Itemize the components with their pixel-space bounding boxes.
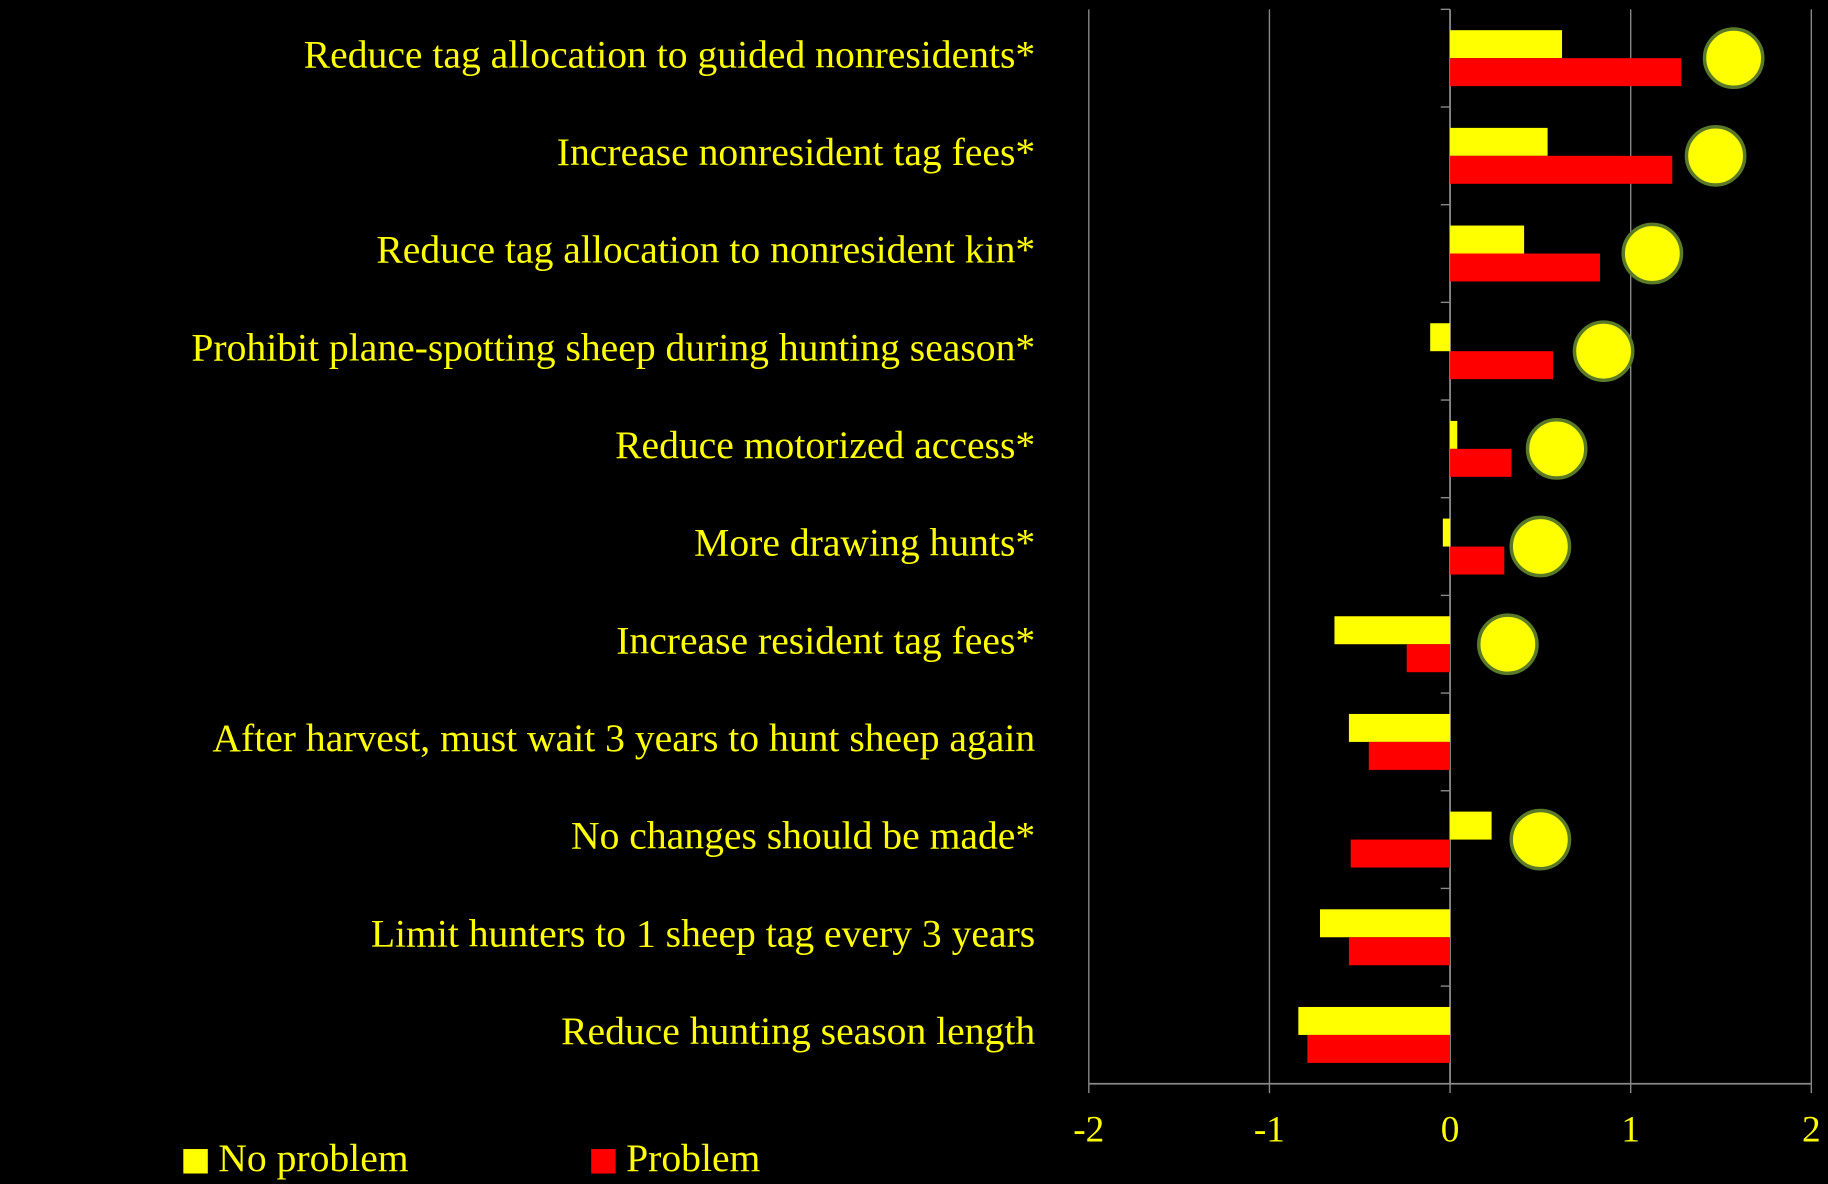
category-label: Reduce hunting season length [561,1009,1035,1053]
legend-swatch [591,1149,616,1174]
bar [1450,546,1505,575]
x-tick-label: -1 [1254,1109,1285,1150]
bar [1406,644,1451,673]
bar [1350,839,1451,868]
bar [1450,420,1458,449]
bar [1450,30,1563,59]
bar [1450,351,1554,380]
category-label: Limit hunters to 1 sheep tag every 3 yea… [371,911,1035,955]
bar [1450,58,1682,87]
x-tick-label: 1 [1621,1109,1640,1150]
bar [1348,713,1451,742]
significance-marker [1476,613,1539,676]
category-label: Prohibit plane-spotting sheep during hun… [191,325,1035,369]
bar [1450,448,1512,477]
significance-marker [1525,417,1588,480]
significance-marker [1509,515,1572,578]
significance-marker [1621,222,1684,285]
bar [1320,909,1451,938]
bar [1450,127,1548,156]
bar [1450,253,1600,282]
bar [1430,323,1451,352]
significance-marker [1702,27,1765,90]
bar [1334,616,1451,645]
bar [1307,1034,1451,1063]
category-label: Reduce tag allocation to nonresident kin… [376,228,1035,272]
bar [1298,1006,1451,1035]
legend-label: No problem [218,1136,409,1180]
category-label: Reduce motorized access* [615,423,1035,467]
bar [1450,811,1492,840]
bar [1348,937,1451,966]
x-tick-label: 2 [1802,1109,1821,1150]
x-tick-label: 0 [1441,1109,1460,1150]
bar [1368,741,1451,770]
significance-marker [1509,808,1572,871]
category-label: After harvest, must wait 3 years to hunt… [212,716,1035,760]
bar [1450,155,1673,184]
category-label: Reduce tag allocation to guided nonresid… [304,32,1035,76]
category-label: More drawing hunts* [694,521,1035,565]
bar [1450,225,1525,254]
category-label: Increase resident tag fees* [616,618,1035,662]
significance-marker [1572,320,1635,383]
category-label: No changes should be made* [571,814,1035,858]
x-tick-label: -2 [1073,1109,1104,1150]
bar [1442,518,1451,547]
legend-label: Problem [626,1136,760,1180]
significance-marker [1684,124,1747,187]
legend-swatch [183,1149,208,1174]
category-label: Increase nonresident tag fees* [557,130,1035,174]
